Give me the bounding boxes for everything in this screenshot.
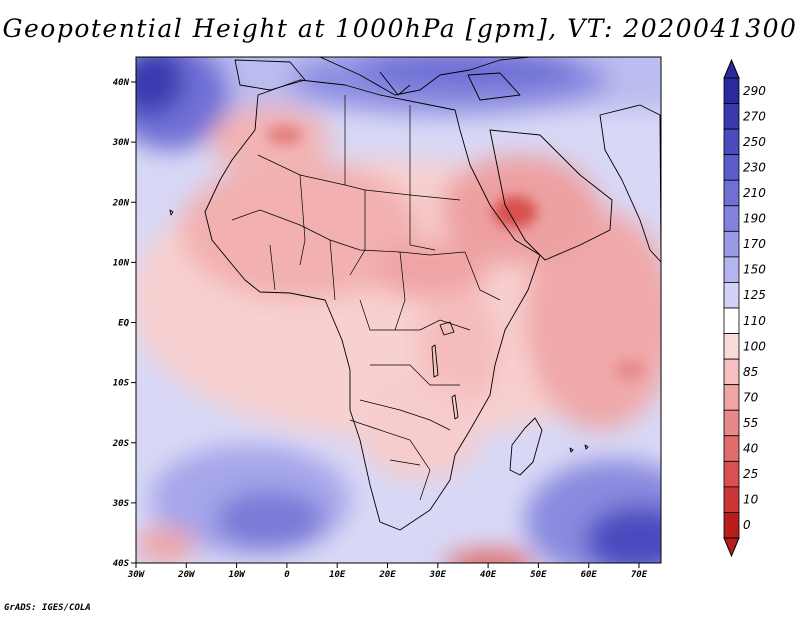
- legend-label-0: 0: [743, 518, 751, 532]
- longitude-axis: 30W 20W 10W 0 10E 20E 30E 40E 50E 60E 70E: [127, 563, 648, 580]
- legend-label-110: 110: [743, 314, 766, 328]
- lon-label-0: 0: [284, 570, 290, 580]
- legend-swatch-2: [723, 128, 740, 156]
- legend-swatch-7: [723, 256, 740, 283]
- lon-label-10E: 10E: [329, 570, 346, 580]
- lat-label-EQ: EQ: [118, 319, 129, 329]
- legend-swatch-6: [723, 230, 740, 258]
- legend-swatch-9: [723, 307, 740, 334]
- legend-label-270: 270: [743, 109, 766, 123]
- legend-label-55: 55: [743, 416, 758, 430]
- legend-swatch-5: [723, 205, 740, 232]
- legend-swatch-15: [723, 460, 740, 488]
- lat-label-30S: 30S: [112, 499, 130, 509]
- legend-label-150: 150: [743, 263, 766, 277]
- legend-label-85: 85: [743, 365, 758, 379]
- legend-label-70: 70: [743, 390, 759, 404]
- legend-swatch-12: [723, 384, 740, 411]
- lat-label-40N: 40N: [113, 78, 130, 88]
- lon-label-10W: 10W: [228, 570, 246, 580]
- legend-swatch-16: [723, 486, 740, 513]
- lon-label-30E: 30E: [429, 570, 447, 580]
- legend-swatch-4: [723, 179, 740, 207]
- legend-swatch-0: [723, 77, 740, 104]
- legend-label-290: 290: [743, 84, 766, 98]
- legend-label-25: 25: [743, 467, 758, 481]
- lon-label-30W: 30W: [127, 570, 146, 580]
- lon-label-40E: 40E: [480, 570, 497, 580]
- legend-label-190: 190: [743, 212, 766, 226]
- lat-label-10S: 10S: [113, 379, 130, 389]
- credit-label: GrADS: IGES/COLA: [4, 603, 91, 613]
- color-legend: 2902702502302101901701501251101008570554…: [723, 58, 766, 558]
- legend-label-210: 210: [743, 186, 766, 200]
- legend-swatch-11: [723, 358, 740, 386]
- legend-label-230: 230: [743, 160, 766, 174]
- lat-label-40S: 40S: [113, 559, 130, 569]
- legend-label-40: 40: [743, 442, 759, 456]
- lon-label-60E: 60E: [581, 570, 598, 580]
- lon-label-20E: 20E: [378, 570, 396, 580]
- map-title: Geopotential Height at 1000hPa [gpm], VT…: [2, 14, 798, 43]
- legend-swatch-10: [723, 333, 740, 360]
- legend-swatch-17: [723, 512, 740, 539]
- lat-label-10N: 10N: [113, 258, 130, 268]
- coastlines: [169, 57, 661, 531]
- lat-label-20N: 20N: [112, 198, 130, 208]
- legend-swatch-13: [723, 409, 740, 437]
- latitude-axis: 40N 30N 20N 10N EQ 10S 20S 30S 40S: [112, 78, 136, 569]
- lon-label-20W: 20W: [177, 570, 196, 580]
- lat-label-30N: 30N: [112, 138, 130, 148]
- legend-swatch-3: [723, 154, 740, 181]
- legend-swatch-8: [723, 282, 740, 309]
- legend-label-100: 100: [743, 339, 766, 353]
- height-field: [136, 57, 661, 563]
- legend-swatch-1: [723, 103, 740, 130]
- legend-swatch-14: [723, 435, 740, 462]
- legend-arrow-bottom: [723, 537, 740, 558]
- lon-label-70E: 70E: [631, 570, 648, 580]
- legend-label-125: 125: [743, 288, 766, 302]
- lon-label-50E: 50E: [530, 570, 547, 580]
- legend-label-170: 170: [743, 237, 766, 251]
- legend-arrow-top: [723, 58, 740, 79]
- legend-label-250: 250: [743, 135, 766, 149]
- legend-label-10: 10: [743, 493, 759, 507]
- map-frame: [135, 56, 662, 564]
- country-borders: [231, 95, 501, 501]
- lat-label-20S: 20S: [112, 439, 130, 449]
